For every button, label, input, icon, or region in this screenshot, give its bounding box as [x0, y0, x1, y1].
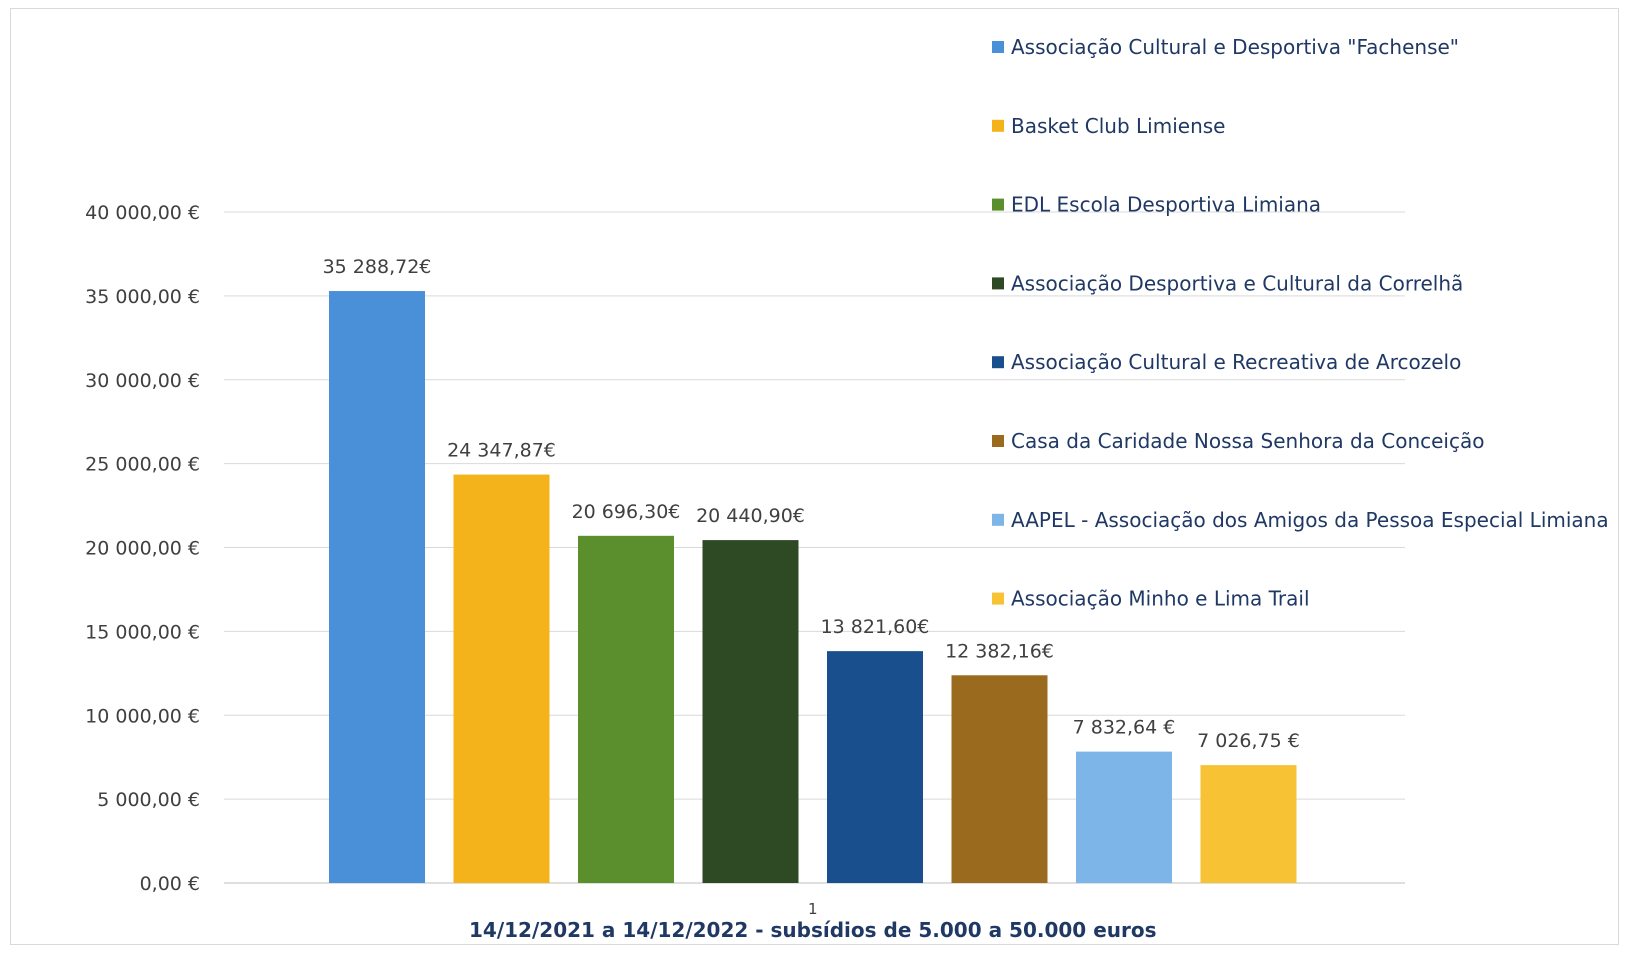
- bar-7: [1076, 751, 1172, 883]
- legend-swatch-8: [992, 592, 1004, 605]
- legend-entry: Basket Club Limiense: [1011, 114, 1225, 138]
- data-label: 7 026,75 €: [1197, 730, 1300, 752]
- legend-entry: Associação Desportiva e Cultural da Corr…: [1011, 271, 1463, 295]
- y-tick-label: 10 000,00 €: [85, 705, 200, 727]
- bar-6: [951, 675, 1048, 883]
- legend-entry: AAPEL - Associação dos Amigos da Pessoa …: [1011, 508, 1609, 532]
- y-tick-label: 25 000,00 €: [85, 454, 200, 476]
- x-axis-title: 14/12/2021 a 14/12/2022 - subsídios de 5…: [469, 918, 1157, 942]
- y-tick-label: 20 000,00 €: [85, 538, 200, 560]
- legend-swatch-3: [992, 198, 1004, 211]
- y-tick-label: 30 000,00 €: [85, 370, 200, 392]
- legend-entry: Associação Cultural e Recreativa de Arco…: [1011, 350, 1461, 374]
- legend-swatch-5: [992, 356, 1004, 369]
- bar-5: [827, 651, 923, 883]
- y-tick-label: 40 000,00 €: [85, 202, 200, 224]
- legend-swatch-7: [992, 513, 1004, 526]
- legend-swatch-2: [992, 119, 1004, 132]
- legend-swatch-6: [992, 435, 1004, 447]
- bar-8: [1200, 765, 1297, 883]
- legend-entry: Casa da Caridade Nossa Senhora da Concei…: [1011, 429, 1484, 453]
- legend-entry: EDL Escola Desportiva Limiana: [1011, 193, 1321, 217]
- bar-3: [578, 535, 674, 883]
- legend-entry: Associação Cultural e Desportiva "Fachen…: [1011, 35, 1459, 59]
- bar-2: [453, 474, 550, 883]
- legend-swatch-1: [992, 41, 1004, 53]
- chart-frame: [10, 8, 1619, 945]
- data-label: 7 832,64 €: [1073, 717, 1176, 739]
- data-label: 13 821,60€: [821, 616, 930, 638]
- y-tick-label: 35 000,00 €: [85, 286, 200, 308]
- y-tick-label: 15 000,00 €: [85, 621, 200, 643]
- y-tick-label: 0,00 €: [140, 873, 200, 895]
- data-label: 20 440,90€: [696, 505, 805, 527]
- data-label: 24 347,87€: [447, 440, 556, 462]
- category-label: 1: [808, 900, 818, 918]
- y-tick-label: 5 000,00 €: [97, 789, 200, 811]
- bar-1: [329, 291, 425, 883]
- data-label: 12 382,16€: [945, 640, 1054, 662]
- data-label: 35 288,72€: [323, 256, 432, 278]
- legend-swatch-4: [992, 277, 1004, 290]
- data-label: 20 696,30€: [572, 501, 681, 523]
- bar-4: [702, 540, 799, 883]
- legend-entry: Associação Minho e Lima Trail: [1011, 587, 1310, 611]
